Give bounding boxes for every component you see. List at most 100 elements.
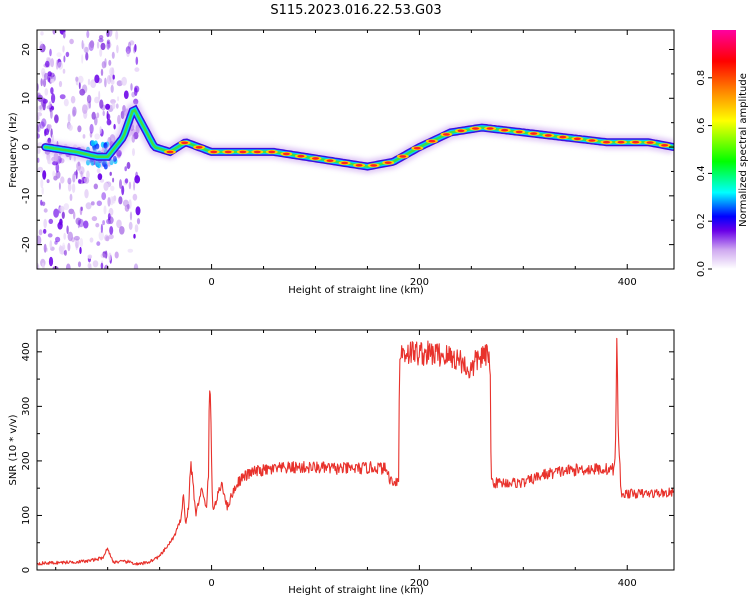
noise-blob <box>75 169 78 180</box>
ridge-peak-center <box>355 164 363 167</box>
ridge-peak-center <box>282 152 290 156</box>
noise-blob <box>95 143 100 150</box>
noise-blob <box>63 55 66 63</box>
noise-blob <box>82 104 88 114</box>
noise-blob <box>110 185 115 191</box>
snr-panel: 0 200 400 0 100 200 300 400 Height of straight… <box>8 329 675 596</box>
noise-blob <box>116 80 123 87</box>
noise-blob <box>37 124 40 134</box>
noise-blob <box>116 219 122 229</box>
noise-blob <box>95 223 100 228</box>
noise-blobs <box>37 30 141 269</box>
noise-blob <box>102 110 105 117</box>
noise-blob <box>87 254 93 259</box>
noise-blob <box>129 40 135 46</box>
noise-blob <box>134 67 140 72</box>
noise-blob <box>118 196 123 205</box>
noise-blob <box>40 31 44 36</box>
noise-blob <box>102 220 105 226</box>
noise-blob <box>43 208 48 213</box>
noise-blob <box>85 52 89 61</box>
noise-blob <box>42 78 47 88</box>
noise-blob <box>100 68 104 76</box>
noise-blob <box>73 235 80 241</box>
noise-blob <box>98 38 104 43</box>
noise-blob <box>90 140 95 147</box>
noise-blob <box>115 30 119 40</box>
noise-blob <box>47 233 53 238</box>
noise-blob <box>136 218 141 225</box>
noise-blob <box>72 173 76 183</box>
noise-blob <box>94 133 100 140</box>
ridge-peak-center <box>515 130 523 134</box>
colorbar-ticks: 0.0 0.2 0.4 0.6 0.8 <box>696 70 712 277</box>
noise-blob <box>78 166 85 175</box>
noise-blob <box>116 44 119 54</box>
noise-blob <box>91 216 98 222</box>
noise-blob <box>63 98 69 107</box>
spectrogram-ylabel: Frequency (Hz) <box>8 112 19 188</box>
noise-blob <box>83 177 90 184</box>
noise-blob <box>90 79 97 88</box>
noise-blob <box>57 61 64 70</box>
ridge-peak-center <box>530 132 538 135</box>
noise-blob <box>70 95 76 104</box>
ridge-peak-center <box>268 150 276 154</box>
noise-blob <box>103 142 108 149</box>
noise-blob <box>79 88 86 96</box>
colorbar-gradient <box>712 30 736 269</box>
noise-blob <box>63 203 69 211</box>
noise-blob <box>133 263 139 269</box>
y-tick-label: -20 <box>21 236 32 252</box>
noise-blob <box>37 262 40 269</box>
ridge-peak-center <box>341 161 349 165</box>
noise-blob <box>76 80 79 86</box>
noise-blob <box>107 213 111 221</box>
noise-blob <box>49 240 53 249</box>
noise-blob <box>69 38 74 45</box>
y-tick-label: 400 <box>21 342 32 361</box>
noise-blob <box>132 148 135 157</box>
noise-blob <box>100 253 107 259</box>
noise-blob <box>96 168 101 174</box>
colorbar-tick-label: 0.0 <box>696 261 707 277</box>
noise-blob <box>89 237 94 243</box>
noise-blob <box>107 197 111 207</box>
noise-blob <box>80 170 83 178</box>
noise-blob <box>123 90 129 99</box>
noise-blob <box>54 114 59 124</box>
y-tick-label: 20 <box>21 43 32 56</box>
snr-xlabel: Height of straight line (km) <box>288 585 424 596</box>
noise-blob <box>87 78 91 86</box>
noise-blob <box>67 182 72 192</box>
noise-blob <box>103 182 109 191</box>
noise-blob <box>89 40 95 48</box>
noise-blob <box>109 171 112 176</box>
noise-blob <box>111 102 116 110</box>
noise-blob <box>63 232 66 240</box>
noise-blob <box>52 161 58 166</box>
noise-blob <box>102 251 107 258</box>
noise-blob <box>82 43 86 52</box>
noise-blob <box>124 178 129 184</box>
noise-blob <box>56 52 62 58</box>
noise-blob <box>48 218 54 224</box>
noise-blob <box>108 234 114 240</box>
noise-blob <box>83 220 89 229</box>
y-tick-label: 200 <box>21 451 32 470</box>
ridge-peak-center <box>646 141 654 144</box>
noise-blob <box>67 231 74 242</box>
noise-blob <box>94 74 100 84</box>
noise-blob <box>126 50 130 58</box>
noise-blob <box>37 147 41 154</box>
noise-blob <box>81 172 84 183</box>
snr-y-ticks: 0 100 200 300 400 <box>21 342 674 573</box>
ridge-peak-center <box>661 144 669 147</box>
noise-blob <box>117 114 121 125</box>
noise-blob <box>96 112 100 119</box>
noise-blob <box>98 230 105 241</box>
spectrogram-xlabel: Height of straight line (km) <box>288 285 424 296</box>
noise-blob <box>103 205 107 215</box>
noise-blob <box>77 261 82 268</box>
ridge-peak-center <box>312 157 319 160</box>
